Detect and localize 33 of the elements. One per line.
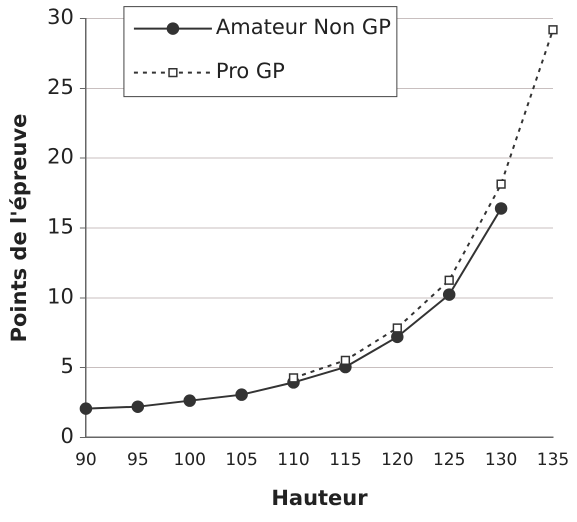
x-tick-label: 115 [329,450,362,470]
y-tick-label: 25 [47,74,74,99]
legend-label: Pro GP [216,59,285,84]
x-tick-label: 125 [432,450,466,470]
x-tick-label: 120 [381,450,414,470]
x-tick-label: 95 [127,450,149,470]
y-tick-label: 15 [47,214,74,238]
point [288,373,298,383]
point [132,400,144,413]
y-axis-title: Points de l'épreuve [7,114,32,342]
y-tick-label: 10 [47,284,74,308]
point [235,388,248,401]
point [548,25,558,34]
x-tick-label: 110 [277,450,310,470]
x-axis-title: Hauteur [271,486,368,510]
point [392,323,402,333]
y-tick-label: 20 [47,144,74,169]
x-tick-label: 100 [173,450,206,470]
point [444,276,454,285]
x-tick-label: 130 [484,450,518,470]
point [340,356,350,365]
point [442,288,456,301]
y-tick-label: 30 [47,5,74,30]
x-tick-label: 90 [75,450,97,470]
x-tick-label: 105 [225,450,258,470]
legend-label: Amateur Non GP [216,15,391,40]
point [183,394,196,407]
point [80,402,92,415]
y-tick-label: 5 [60,354,74,378]
y-tick-label: 0 [60,424,74,448]
point [496,180,506,189]
x-tick-label: 135 [536,450,570,470]
point [494,202,508,215]
